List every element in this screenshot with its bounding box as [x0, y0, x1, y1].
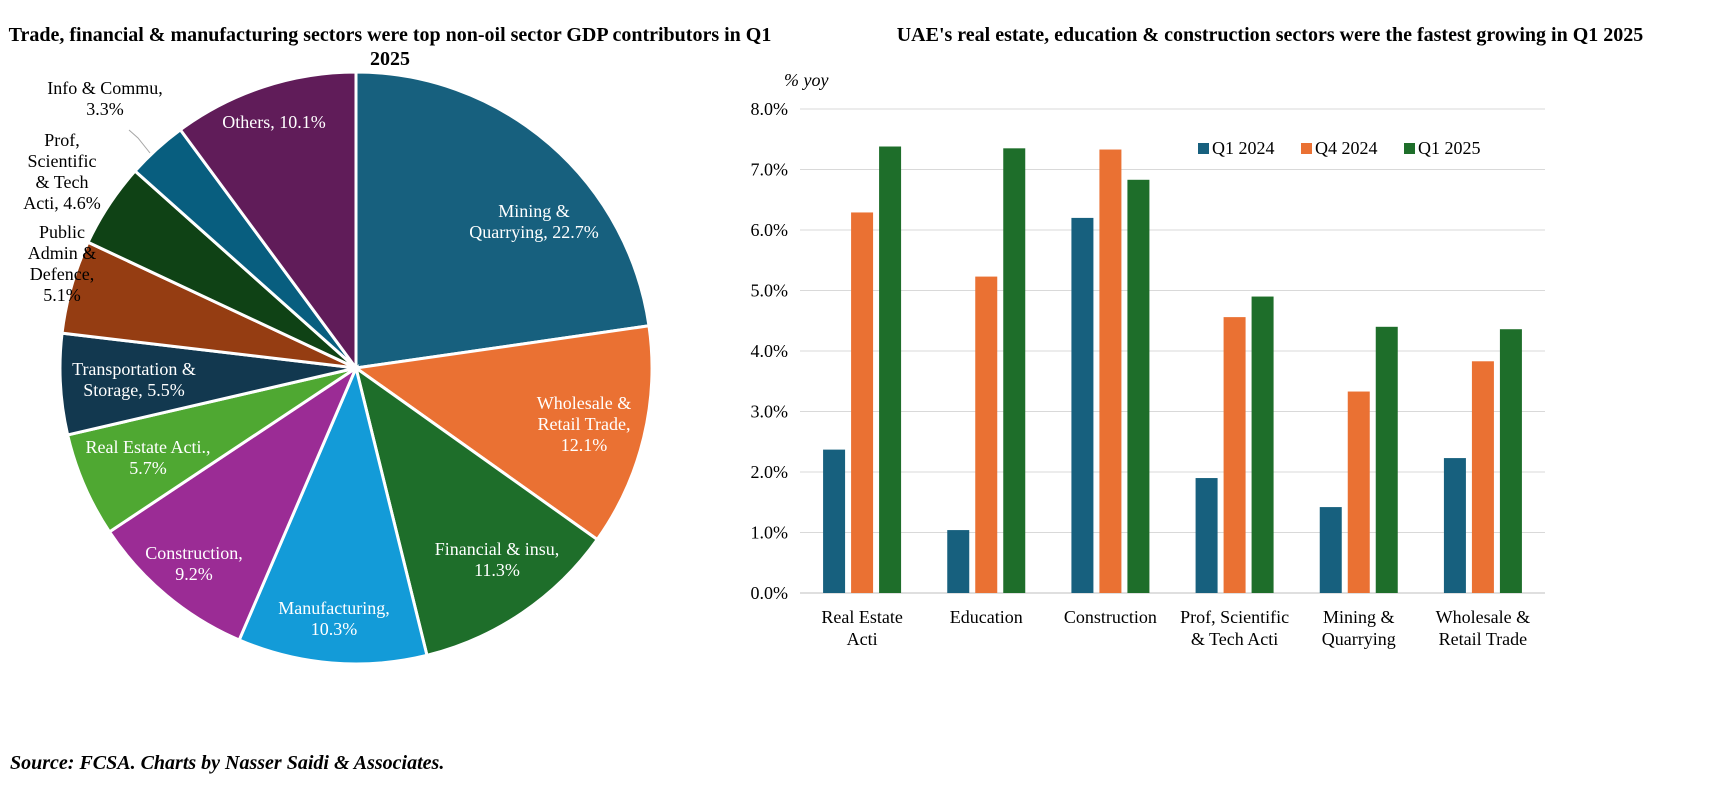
bar-q1-2025-education	[1003, 148, 1026, 593]
x-tick-label-construction: Construction	[1064, 607, 1157, 627]
pie-label-wholesale-retail-trade: Wholesale & Retail Trade, 12.1%	[537, 393, 631, 455]
bar-q1-2025-construction	[1127, 179, 1150, 593]
pie-slice-others	[178, 70, 358, 373]
pie-label-others: Others, 10.1%	[222, 112, 325, 132]
bar-q1-2024-prof-scientific-tech-acti	[1195, 478, 1218, 593]
bar-q4-2024-mining-quarrying	[1347, 391, 1370, 593]
bar-q1-2024-mining-quarrying	[1319, 507, 1342, 593]
bar-chart-title: UAE's real estate, education & construct…	[896, 24, 1644, 46]
y-tick-label: 2.0%	[751, 462, 789, 482]
bar-q1-2024-wholesale-retail-trade	[1443, 458, 1466, 593]
pie-leader-line	[128, 129, 151, 154]
bar-q4-2024-prof-scientific-tech-acti	[1223, 317, 1246, 593]
bar-q1-2024-construction	[1071, 217, 1094, 593]
pie-slice-mining-quarrying	[354, 70, 651, 370]
x-tick-label-education: Education	[950, 607, 1023, 627]
bar-q1-2025-mining-quarrying	[1375, 326, 1398, 593]
x-tick-label-real-estate-acti: Real Estate Acti	[821, 607, 902, 649]
pie-label-manufacturing: Manufacturing, 10.3%	[278, 598, 389, 639]
pie-label-financial-insu: Financial & insu, 11.3%	[435, 539, 560, 580]
source-note: Source: FCSA. Charts by Nasser Saidi & A…	[10, 752, 445, 774]
y-tick-label: 4.0%	[751, 341, 789, 361]
pie-label-transportation-storage: Transportation & Storage, 5.5%	[72, 359, 196, 400]
bar-q4-2024-education	[975, 276, 998, 593]
y-tick-label: 1.0%	[751, 523, 789, 543]
pie-slice-manufacturing	[237, 363, 429, 666]
bar-chart-svg: % yoy 0.0% 1.0% 2.0% 3.0% 4.0% 5.0% 6.0% 7.0% 8.0…	[751, 70, 1545, 649]
bar-q4-2024-wholesale-retail-trade	[1471, 361, 1494, 593]
y-tick-label: 3.0%	[751, 402, 789, 422]
pie-label-info-commu: Info & Commu, 3.3%	[47, 78, 163, 119]
bar-q4-2024-real-estate-acti	[851, 212, 874, 593]
bar-chart: % yoy 0.0% 1.0% 2.0% 3.0% 4.0% 5.0% 6.0% 7.0% 8.0…	[751, 70, 1712, 752]
legend-label-q1-2024: Q1 2024	[1212, 138, 1275, 158]
pie-label-real-estate-acti: Real Estate Acti., 5.7%	[86, 437, 211, 478]
bar-q1-2025-real-estate-acti	[879, 146, 902, 593]
bar-q1-2025-prof-scientific-tech-acti	[1251, 296, 1274, 593]
y-axis-label: % yoy	[784, 70, 828, 90]
pie-chart-svg: Mining & Quarrying, 22.7% Wholesale & Retai…	[23, 70, 654, 666]
pie-chart-title: Trade, financial & manufacturing sectors…	[8, 24, 772, 70]
y-tick-label: 7.0%	[751, 160, 789, 180]
pie-chart: Mining & Quarrying, 22.7% Wholesale & Retai…	[0, 70, 780, 752]
pie-label-prof-scientific-tech-acti: Prof, Scientific & Tech Acti, 4.6%	[23, 130, 100, 213]
bar-q1-2025-wholesale-retail-trade	[1499, 329, 1522, 593]
y-tick-label: 5.0%	[751, 281, 789, 301]
y-tick-label: 0.0%	[751, 583, 789, 603]
bar-q4-2024-construction	[1099, 149, 1122, 593]
bar-q1-2024-education	[947, 530, 970, 593]
pie-label-public-admin-defence: Public Admin & Defence, 5.1%	[28, 222, 97, 305]
pie-slice-financial-insu	[353, 364, 600, 658]
pie-label-construction: Construction, 9.2%	[145, 543, 243, 584]
legend-swatch-q1-2024	[1198, 143, 1209, 154]
pie-label-mining-quarrying: Mining & Quarrying, 22.7%	[469, 201, 598, 242]
x-tick-label-prof-scientific-tech-acti: Prof, Scientific & Tech Acti	[1180, 607, 1289, 649]
x-tick-label-wholesale-retail-trade: Wholesale & Retail Trade	[1436, 607, 1530, 649]
pie-slice-construction	[107, 363, 360, 642]
y-tick-label: 8.0%	[751, 99, 789, 119]
bar-q1-2024-real-estate-acti	[823, 449, 846, 593]
legend-label-q4-2024: Q4 2024	[1315, 138, 1378, 158]
legend-swatch-q1-2025	[1404, 143, 1415, 154]
legend-label-q1-2025: Q1 2025	[1418, 138, 1481, 158]
pie-slice-wholesale-retail-trade	[352, 324, 654, 542]
x-tick-label-mining-quarrying: Mining & Quarrying	[1322, 607, 1396, 649]
y-tick-label: 6.0%	[751, 220, 789, 240]
legend-swatch-q4-2024	[1301, 143, 1312, 154]
